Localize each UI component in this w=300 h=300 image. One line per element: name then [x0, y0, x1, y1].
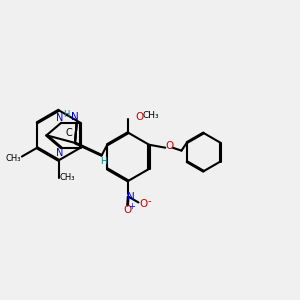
Text: H: H	[63, 110, 70, 119]
Text: +: +	[128, 202, 135, 211]
Text: O: O	[139, 199, 148, 208]
Text: O: O	[135, 112, 143, 122]
Text: CH₃: CH₃	[59, 173, 75, 182]
Text: CH₃: CH₃	[143, 111, 159, 120]
Text: O: O	[123, 205, 132, 214]
Text: -: -	[147, 196, 151, 206]
Text: N: N	[56, 148, 64, 158]
Text: H: H	[100, 157, 106, 166]
Text: CH₃: CH₃	[6, 154, 21, 164]
Text: N: N	[71, 112, 79, 122]
Text: C: C	[66, 128, 73, 138]
Text: N: N	[127, 192, 134, 202]
Text: O: O	[166, 141, 174, 151]
Text: N: N	[56, 113, 64, 123]
